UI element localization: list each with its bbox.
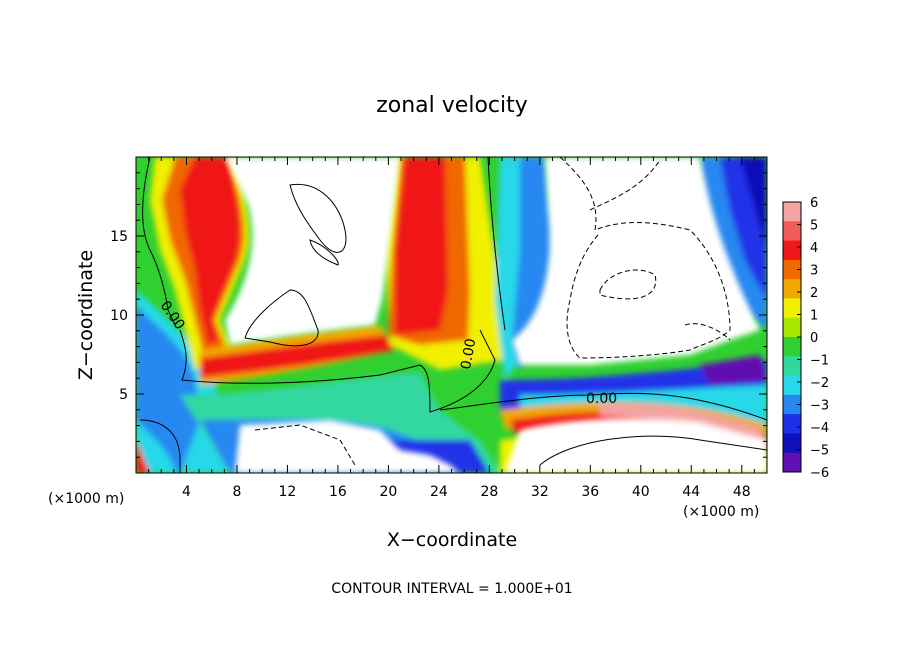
colorbar-swatch — [783, 433, 801, 454]
x-tick-label: 24 — [430, 484, 448, 500]
contour-interval-note: CONTOUR INTERVAL = 1.000E+01 — [331, 581, 572, 597]
x-axis-label: X−coordinate — [387, 529, 517, 551]
x-tick-label: 4 — [182, 484, 191, 500]
colorbar-tick-label: 2 — [810, 286, 818, 301]
colorbar-swatch — [783, 375, 801, 396]
x-unit-right: (×1000 m) — [683, 504, 759, 520]
colorbar-swatch — [783, 240, 801, 261]
y-tick-label: 10 — [110, 308, 128, 324]
plot-area: 0.00 0.00 0.00 — [136, 157, 767, 473]
colorbar-swatch — [783, 317, 801, 338]
x-tick-label: 36 — [581, 484, 599, 500]
x-tick-label: 40 — [632, 484, 650, 500]
x-tick-label: 48 — [733, 484, 751, 500]
x-tick-label: 44 — [682, 484, 700, 500]
x-unit-left: (×1000 m) — [48, 491, 124, 507]
contour-label: 0.00 — [458, 337, 479, 370]
y-axis: 5 10 15 — [110, 172, 767, 458]
colorbar-tick-label: −1 — [810, 354, 829, 369]
colorbar-swatch — [783, 259, 801, 280]
colorbar-tick-label: −4 — [810, 421, 829, 436]
x-tick-label: 12 — [279, 484, 297, 500]
contour-label: 0.00 — [586, 391, 617, 407]
chart-title: zonal velocity — [376, 93, 528, 118]
colorbar-swatch — [783, 298, 801, 319]
colorbar-tick-label: −2 — [810, 376, 829, 391]
x-axis: 4 8 12 16 20 24 28 32 36 40 44 48 — [148, 157, 755, 500]
colorbar-tick-label: 1 — [810, 309, 818, 324]
colorbar-swatch — [783, 356, 801, 377]
colorbar-swatch — [783, 337, 801, 357]
colorbar-swatch — [783, 202, 801, 222]
y-axis-label: Z−coordinate — [75, 250, 97, 380]
x-tick-label: 16 — [329, 484, 347, 500]
x-tick-label: 32 — [531, 484, 549, 500]
colorbar-swatch — [783, 279, 801, 299]
y-tick-label: 15 — [110, 229, 128, 245]
colorbar-tick-label: 6 — [810, 196, 818, 211]
x-tick-label: 28 — [480, 484, 498, 500]
colorbar-tick-label: 3 — [810, 264, 818, 279]
colorbar-tick-label: 0 — [810, 331, 818, 346]
colorbar-tick-label: 5 — [810, 219, 818, 234]
colorbar-tick-label: −5 — [810, 444, 829, 459]
colorbar-swatch — [783, 452, 801, 473]
x-tick-label: 8 — [232, 484, 241, 500]
y-tick-label: 5 — [119, 387, 128, 403]
colorbar-tick-label: 4 — [810, 241, 818, 256]
colorbar-swatch — [783, 394, 801, 415]
colorbar-tick-label: −6 — [810, 466, 829, 481]
x-tick-label: 20 — [379, 484, 397, 500]
colorbar-swatch — [783, 414, 801, 434]
colorbar: 6 5 4 3 2 1 0 −1 −2 −3 −4 −5 −6 — [782, 196, 829, 481]
colorbar-swatch — [783, 221, 801, 242]
colorbar-tick-label: −3 — [810, 399, 829, 414]
